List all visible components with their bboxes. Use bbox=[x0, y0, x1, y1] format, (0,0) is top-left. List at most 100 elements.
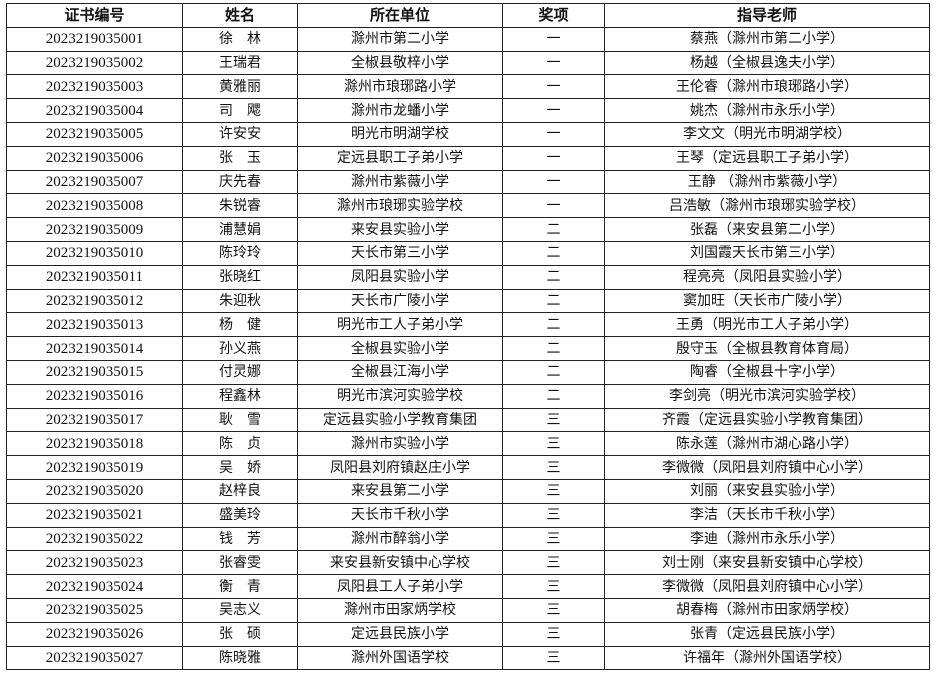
unit-cell: 凤阳县实验小学 bbox=[297, 264, 503, 290]
table-row: 2023219035014 孙义燕 全椒县实验小学二殷守玉（全椒县教育体育局） bbox=[6, 336, 930, 361]
certificate-no-cell: 2023219035005 bbox=[6, 121, 183, 147]
name-cell: 盛美玲 bbox=[182, 502, 298, 528]
certificate-no-cell: 2023219035014 bbox=[6, 336, 183, 361]
name-cell: 张 硕 bbox=[182, 621, 298, 647]
table-row: 2023219035011 张晓红 凤阳县实验小学二程亮亮（凤阳县实验小学） bbox=[6, 264, 930, 290]
name-cell: 朱迎秋 bbox=[182, 288, 298, 314]
table-row: 2023219035002 王瑞君 全椒县敬梓小学一杨越（全椒县逸夫小学） bbox=[6, 50, 930, 76]
header-certificate-no: 证书编号 bbox=[6, 3, 183, 28]
teacher-cell: 刘士刚（来安县新安镇中心学校） bbox=[604, 550, 930, 576]
name-cell: 陈玲玲 bbox=[182, 240, 298, 266]
award-cell: 一 bbox=[502, 169, 605, 195]
award-cell: 二 bbox=[502, 217, 605, 242]
header-row: 证书编号 姓名 所在单位 奖项 指导老师 bbox=[6, 3, 930, 28]
award-cell: 一 bbox=[502, 50, 605, 76]
unit-cell: 滁州市紫薇小学 bbox=[297, 169, 503, 195]
teacher-cell: 李洁（天长市千秋小学） bbox=[604, 502, 930, 528]
certificate-no-cell: 2023219035025 bbox=[6, 597, 183, 623]
certificate-no-cell: 2023219035024 bbox=[6, 574, 183, 599]
name-cell: 朱锐睿 bbox=[182, 193, 298, 219]
name-cell: 杨 健 bbox=[182, 312, 298, 338]
certificate-no-cell: 2023219035026 bbox=[6, 621, 183, 647]
teacher-cell: 姚杰（滁州市永乐小学） bbox=[604, 98, 930, 123]
award-cell: 一 bbox=[502, 145, 605, 171]
award-cell: 三 bbox=[502, 407, 605, 433]
award-cell: 三 bbox=[502, 574, 605, 599]
unit-cell: 凤阳县刘府镇赵庄小学 bbox=[297, 455, 503, 480]
certificate-no-cell: 2023219035002 bbox=[6, 50, 183, 76]
certificate-no-cell: 2023219035007 bbox=[6, 169, 183, 195]
table-row: 2023219035017 耿 雪定远县实验小学教育集团三齐霞（定远县实验小学教育… bbox=[6, 407, 930, 433]
table-row: 2023219035015 付灵娜 全椒县江海小学二陶睿（全椒县十字小学） bbox=[6, 359, 930, 385]
teacher-cell: 张磊（来安县第二小学） bbox=[604, 217, 930, 242]
table-row: 2023219035024 衡 青凤阳县工人子弟小学三李微微（凤阳县刘府镇中心小学… bbox=[6, 574, 930, 599]
award-cell: 一 bbox=[502, 74, 605, 100]
award-cell: 三 bbox=[502, 526, 605, 552]
table-row: 2023219035019 吴 娇凤阳县刘府镇赵庄小学三李微微（凤阳县刘府镇中心小… bbox=[6, 455, 930, 480]
table-row: 2023219035008 朱锐睿 滁州市琅琊实验学校一吕浩敏（滁州市琅琊实验学校） bbox=[6, 193, 930, 219]
name-cell: 王瑞君 bbox=[182, 50, 298, 76]
teacher-cell: 刘丽（来安县实验小学） bbox=[604, 478, 930, 504]
award-cell: 一 bbox=[502, 193, 605, 219]
award-cell: 二 bbox=[502, 288, 605, 314]
name-cell: 钱 芳 bbox=[182, 526, 298, 552]
teacher-cell: 殷守玉（全椒县教育体育局） bbox=[604, 336, 930, 361]
award-cell: 三 bbox=[502, 478, 605, 504]
name-cell: 吴志义 bbox=[182, 597, 298, 623]
header-award: 奖项 bbox=[502, 3, 605, 28]
name-cell: 付灵娜 bbox=[182, 359, 298, 385]
award-cell: 三 bbox=[502, 455, 605, 480]
table-row: 2023219035009 浦慧娟 来安县实验小学二张磊（来安县第二小学） bbox=[6, 217, 930, 242]
teacher-cell: 陶睿（全椒县十字小学） bbox=[604, 359, 930, 385]
unit-cell: 明光市滨河实验学校 bbox=[297, 383, 503, 409]
award-cell: 一 bbox=[502, 98, 605, 123]
certificate-no-cell: 2023219035003 bbox=[6, 74, 183, 100]
certificate-no-cell: 2023219035009 bbox=[6, 217, 183, 242]
table-row: 2023219035027 陈晓雅 滁州外国语学校三许福年（滁州外国语学校） bbox=[6, 645, 930, 671]
unit-cell: 天长市千秋小学 bbox=[297, 502, 503, 528]
unit-cell: 全椒县实验小学 bbox=[297, 336, 503, 361]
teacher-cell: 窦加旺（天长市广陵小学） bbox=[604, 288, 930, 314]
award-cell: 三 bbox=[502, 502, 605, 528]
unit-cell: 明光市工人子弟小学 bbox=[297, 312, 503, 338]
unit-cell: 来安县实验小学 bbox=[297, 217, 503, 242]
teacher-cell: 李迪（滁州市永乐小学） bbox=[604, 526, 930, 552]
award-cell: 二 bbox=[502, 264, 605, 290]
table-row: 2023219035025 吴志义 滁州市田家炳学校三胡春梅（滁州市田家炳学校） bbox=[6, 597, 930, 623]
teacher-cell: 王勇（明光市工人子弟小学） bbox=[604, 312, 930, 338]
unit-cell: 滁州市龙蟠小学 bbox=[297, 98, 503, 123]
name-cell: 张睿雯 bbox=[182, 550, 298, 576]
name-cell: 程鑫林 bbox=[182, 383, 298, 409]
certificate-no-cell: 2023219035027 bbox=[6, 645, 183, 671]
teacher-cell: 陈永莲（滁州市湖心路小学） bbox=[604, 431, 930, 457]
award-table: 证书编号 姓名 所在单位 奖项 指导老师 2023219035001 徐 林滁州市… bbox=[6, 3, 930, 671]
header-unit: 所在单位 bbox=[297, 3, 503, 28]
unit-cell: 滁州市第二小学 bbox=[297, 26, 503, 52]
certificate-no-cell: 2023219035004 bbox=[6, 98, 183, 123]
teacher-cell: 王静 （滁州市紫薇小学） bbox=[604, 169, 930, 195]
award-cell: 二 bbox=[502, 336, 605, 361]
table-row: 2023219035010 陈玲玲 天长市第三小学二刘国霞天长市第三小学） bbox=[6, 240, 930, 266]
award-cell: 三 bbox=[502, 645, 605, 671]
certificate-no-cell: 2023219035015 bbox=[6, 359, 183, 385]
table-row: 2023219035020 赵梓良 来安县第二小学三刘丽（来安县实验小学） bbox=[6, 478, 930, 504]
table-row: 2023219035022 钱 芳滁州市醉翁小学三李迪（滁州市永乐小学） bbox=[6, 526, 930, 552]
award-cell: 二 bbox=[502, 240, 605, 266]
unit-cell: 定远县职工子弟小学 bbox=[297, 145, 503, 171]
teacher-cell: 李微微（凤阳县刘府镇中心小学） bbox=[604, 574, 930, 599]
certificate-no-cell: 2023219035008 bbox=[6, 193, 183, 219]
teacher-cell: 许福年（滁州外国语学校） bbox=[604, 645, 930, 671]
table-row: 2023219035021 盛美玲 天长市千秋小学三李洁（天长市千秋小学） bbox=[6, 502, 930, 528]
award-cell: 三 bbox=[502, 550, 605, 576]
name-cell: 赵梓良 bbox=[182, 478, 298, 504]
unit-cell: 来安县第二小学 bbox=[297, 478, 503, 504]
teacher-cell: 蔡燕（滁州市第二小学） bbox=[604, 26, 930, 52]
certificate-no-cell: 2023219035012 bbox=[6, 288, 183, 314]
name-cell: 黄雅丽 bbox=[182, 74, 298, 100]
table-row: 2023219035004 司 飔滁州市龙蟠小学一姚杰（滁州市永乐小学） bbox=[6, 98, 930, 123]
award-cell: 二 bbox=[502, 359, 605, 385]
certificate-no-cell: 2023219035013 bbox=[6, 312, 183, 338]
teacher-cell: 胡春梅（滁州市田家炳学校） bbox=[604, 597, 930, 623]
unit-cell: 来安县新安镇中心学校 bbox=[297, 550, 503, 576]
name-cell: 浦慧娟 bbox=[182, 217, 298, 242]
